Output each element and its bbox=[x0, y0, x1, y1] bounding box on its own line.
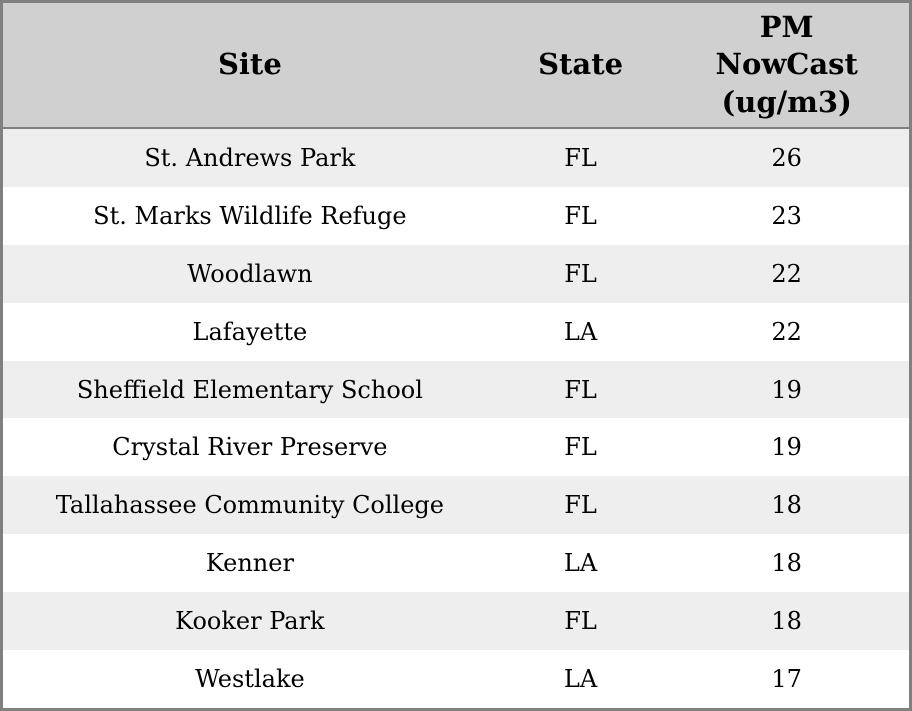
site-cell: Tallahassee Community College bbox=[55, 491, 444, 520]
table-row: Sheffield Elementary School FL 19 bbox=[3, 360, 909, 419]
state-cell: LA bbox=[563, 549, 598, 578]
state-cell: FL bbox=[564, 491, 597, 520]
pm-cell: 17 bbox=[771, 665, 802, 694]
table-row: Westlake LA 17 bbox=[3, 650, 909, 708]
site-cell: Kooker Park bbox=[175, 607, 325, 636]
state-cell: LA bbox=[563, 665, 598, 694]
site-cell: St. Andrews Park bbox=[144, 143, 356, 172]
table-row: Kenner LA 18 bbox=[3, 534, 909, 593]
site-cell: Woodlawn bbox=[187, 259, 313, 288]
pm-cell: 19 bbox=[771, 375, 802, 404]
site-cell: Crystal River Preserve bbox=[112, 433, 388, 462]
column-header-site: Site bbox=[3, 3, 497, 129]
table-row: Tallahassee Community College FL 18 bbox=[3, 476, 909, 535]
table-row: Woodlawn FL 22 bbox=[3, 244, 909, 303]
state-cell: FL bbox=[564, 433, 597, 462]
table-header: Site State PM NowCast (ug/m3) bbox=[3, 3, 909, 129]
state-cell: FL bbox=[564, 143, 597, 172]
state-cell: FL bbox=[564, 259, 597, 288]
table-row: Crystal River Preserve FL 19 bbox=[3, 418, 909, 477]
pm-cell: 23 bbox=[771, 201, 802, 230]
header-row: Site State PM NowCast (ug/m3) bbox=[3, 3, 909, 129]
table-row: Kooker Park FL 18 bbox=[3, 592, 909, 651]
pm-cell: 18 bbox=[771, 549, 802, 578]
column-header-state: State bbox=[496, 3, 665, 129]
state-cell: LA bbox=[563, 317, 598, 346]
state-cell: FL bbox=[564, 607, 597, 636]
column-header-pm-nowcast: PM NowCast (ug/m3) bbox=[664, 3, 909, 129]
site-cell: Lafayette bbox=[192, 317, 308, 346]
pm-cell: 18 bbox=[771, 607, 802, 636]
pm-cell: 19 bbox=[771, 433, 802, 462]
table-body: St. Andrews Park FL 26 St. Marks Wildlif… bbox=[3, 128, 909, 708]
site-cell: Kenner bbox=[205, 549, 294, 578]
pm-cell: 22 bbox=[771, 317, 802, 346]
table-row: St. Marks Wildlife Refuge FL 23 bbox=[3, 186, 909, 245]
state-cell: FL bbox=[564, 201, 597, 230]
pm-cell: 18 bbox=[771, 491, 802, 520]
table-row: St. Andrews Park FL 26 bbox=[3, 128, 909, 187]
state-cell: FL bbox=[564, 375, 597, 404]
site-cell: St. Marks Wildlife Refuge bbox=[93, 201, 407, 230]
site-cell: Sheffield Elementary School bbox=[76, 375, 423, 404]
pm-cell: 22 bbox=[771, 259, 802, 288]
site-cell: Westlake bbox=[195, 665, 305, 694]
pm-cell: 26 bbox=[771, 143, 802, 172]
pm-nowcast-table: Site State PM NowCast (ug/m3) St. Andrew… bbox=[3, 3, 909, 708]
table-row: Lafayette LA 22 bbox=[3, 302, 909, 361]
